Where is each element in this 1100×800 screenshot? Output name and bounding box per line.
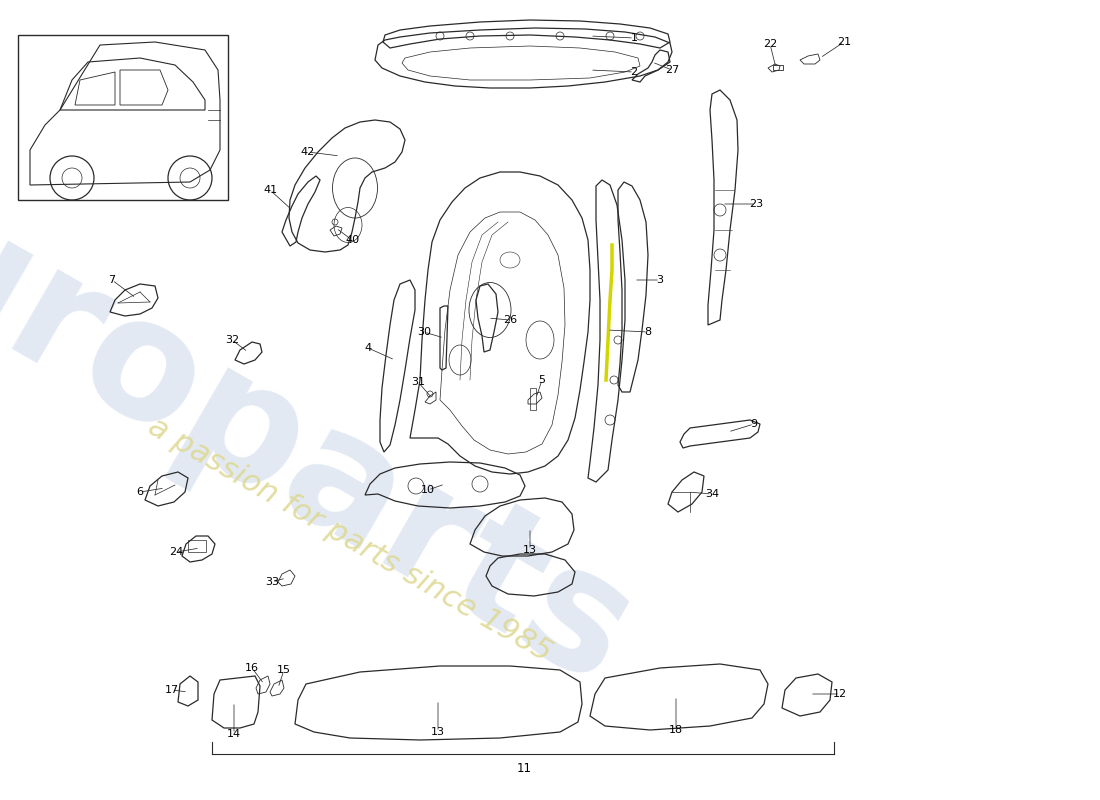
- Text: 33: 33: [265, 577, 279, 587]
- Text: 14: 14: [227, 729, 241, 739]
- Text: 8: 8: [645, 327, 651, 337]
- Text: 3: 3: [657, 275, 663, 285]
- Text: 2: 2: [630, 67, 638, 77]
- Text: 9: 9: [750, 419, 758, 429]
- Text: 7: 7: [109, 275, 116, 285]
- Text: 41: 41: [263, 185, 277, 195]
- Text: 4: 4: [364, 343, 372, 353]
- Text: 26: 26: [503, 315, 517, 325]
- Text: 12: 12: [833, 689, 847, 699]
- Text: 17: 17: [165, 685, 179, 695]
- Text: 34: 34: [705, 489, 719, 499]
- Text: 15: 15: [277, 665, 292, 675]
- Text: 31: 31: [411, 377, 425, 387]
- Text: 13: 13: [431, 727, 446, 737]
- Text: 23: 23: [749, 199, 763, 209]
- Text: 10: 10: [421, 485, 434, 495]
- Text: 40: 40: [345, 235, 359, 245]
- Text: 13: 13: [522, 545, 537, 555]
- Text: 30: 30: [417, 327, 431, 337]
- Text: europarts: europarts: [0, 119, 660, 721]
- Text: 21: 21: [837, 37, 851, 47]
- Text: 42: 42: [301, 147, 315, 157]
- Text: 16: 16: [245, 663, 258, 673]
- Text: 11: 11: [517, 762, 531, 775]
- Text: 24: 24: [169, 547, 183, 557]
- Text: 1: 1: [630, 33, 638, 43]
- Text: 27: 27: [664, 65, 679, 75]
- Text: 22: 22: [763, 39, 777, 49]
- Bar: [773, 65, 783, 70]
- Bar: [188, 540, 206, 552]
- Text: a passion for parts since 1985: a passion for parts since 1985: [143, 412, 557, 668]
- Text: 5: 5: [539, 375, 546, 385]
- Bar: [530, 388, 536, 410]
- Text: 18: 18: [669, 725, 683, 735]
- Bar: [18, 35, 228, 200]
- Text: 32: 32: [224, 335, 239, 345]
- Text: 6: 6: [136, 487, 143, 497]
